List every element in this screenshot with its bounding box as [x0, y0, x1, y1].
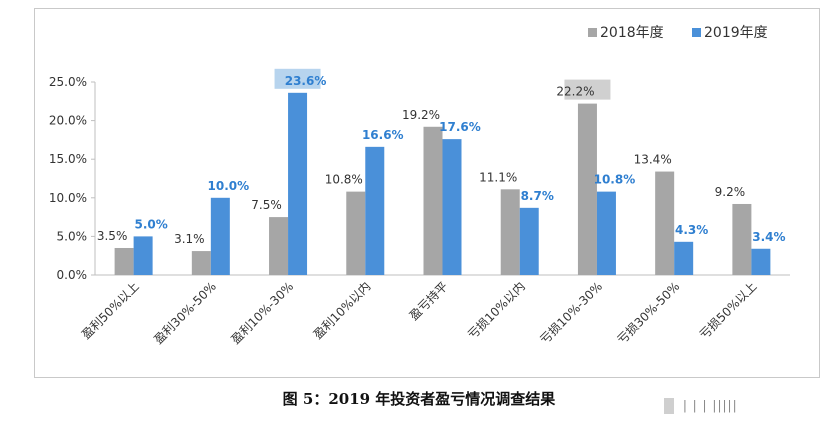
data-label: 4.3%	[675, 223, 708, 237]
y-tick-label: 25.0%	[49, 75, 87, 89]
highlight-box	[274, 68, 321, 89]
bar-2019	[288, 92, 308, 275]
x-category-label: 亏损10%-30%	[537, 279, 605, 347]
data-label: 3.4%	[752, 230, 785, 244]
data-label: 10.0%	[208, 179, 250, 193]
x-category-label: 盈利10%以内	[311, 279, 374, 342]
watermark-mark	[664, 398, 674, 414]
x-category-label: 盈利30%-50%	[151, 279, 219, 347]
data-label: 11.1%	[479, 170, 517, 184]
data-label: 17.6%	[439, 120, 481, 134]
y-tick-label: 10.0%	[49, 191, 87, 205]
data-label: 13.4%	[634, 153, 672, 167]
highlight-box	[564, 79, 611, 100]
data-label: 3.5%	[97, 229, 128, 243]
bar-2019	[210, 197, 230, 275]
bar-2018	[732, 203, 752, 275]
bar-2018	[191, 251, 211, 275]
data-label: 7.5%	[251, 198, 282, 212]
legend-label: 2019年度	[704, 25, 768, 41]
x-category-label: 盈亏持平	[406, 279, 451, 324]
bar-2019	[519, 207, 539, 275]
data-label: 22.2%	[556, 85, 594, 99]
bar-2019	[674, 241, 694, 275]
data-label: 5.0%	[134, 217, 167, 231]
data-label: 19.2%	[402, 108, 440, 122]
legend-swatch	[588, 28, 597, 37]
y-tick-label: 0.0%	[57, 268, 88, 282]
data-label: 9.2%	[715, 185, 746, 199]
data-label: 16.6%	[362, 128, 404, 142]
legend-label: 2018年度	[600, 25, 664, 41]
x-category-label: 盈利10%-30%	[229, 279, 297, 347]
y-tick-label: 20.0%	[49, 114, 87, 128]
bar-2019	[133, 236, 153, 275]
bar-2019	[751, 248, 771, 275]
figure-caption: 图 5：2019 年投资者盈亏情况调查结果	[282, 390, 556, 408]
bar-2018	[114, 247, 134, 275]
x-category-label: 亏损10%以内	[465, 279, 528, 342]
y-tick-label: 5.0%	[57, 229, 88, 243]
bar-2018	[500, 189, 520, 275]
watermark-text: | | | |||||	[682, 398, 738, 413]
bar-2019	[442, 139, 462, 275]
watermark: | | | |||||	[664, 398, 834, 420]
data-label: 10.8%	[594, 173, 636, 187]
data-label: 10.8%	[325, 173, 363, 187]
data-label: 23.6%	[285, 74, 327, 88]
bar-2019	[596, 191, 616, 275]
bar-2018	[346, 191, 366, 275]
bar-2018	[269, 217, 289, 275]
bar-2018	[655, 171, 675, 275]
bar-2018	[577, 103, 597, 275]
data-label: 8.7%	[521, 189, 554, 203]
bar-2018	[423, 126, 443, 275]
y-tick-label: 15.0%	[49, 152, 87, 166]
x-category-label: 亏损50%以上	[697, 279, 760, 342]
x-category-label: 盈利50%以上	[79, 279, 142, 342]
bar-2019	[365, 146, 385, 275]
data-label: 3.1%	[174, 232, 205, 246]
legend-swatch	[692, 28, 701, 37]
x-category-label: 亏损30%-50%	[615, 279, 683, 347]
